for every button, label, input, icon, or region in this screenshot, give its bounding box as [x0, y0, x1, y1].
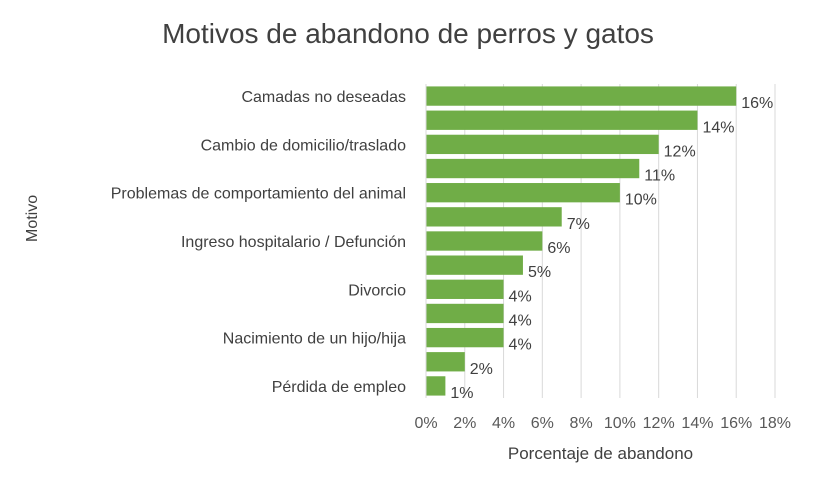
data-label: 6%: [547, 240, 570, 257]
category-label: Ingreso hospitalario / Defunción: [181, 234, 406, 251]
bar: [426, 376, 446, 396]
data-label: 4%: [509, 337, 532, 354]
category-label: Nacimiento de un hijo/hija: [223, 331, 406, 348]
category-label: Pérdida de empleo: [272, 379, 406, 396]
category-label: Cambio de domicilio/traslado: [201, 137, 407, 154]
x-tick-label: 2%: [453, 415, 476, 432]
data-label: 14%: [702, 119, 734, 136]
x-tick-label: 0%: [414, 415, 437, 432]
x-tick-label: 14%: [681, 415, 713, 432]
bar: [426, 207, 562, 227]
data-label: 7%: [567, 216, 590, 233]
bar: [426, 231, 543, 251]
data-label: 10%: [625, 192, 657, 209]
bar: [426, 183, 620, 203]
x-tick-label: 18%: [759, 415, 791, 432]
x-tick-label: 6%: [531, 415, 554, 432]
x-tick-label: 4%: [492, 415, 515, 432]
bar: [426, 279, 504, 299]
data-label: 2%: [470, 361, 493, 378]
data-label: 4%: [509, 313, 532, 330]
bar: [426, 158, 640, 179]
chart-title: Motivos de abandono de perros y gatos: [162, 18, 654, 49]
data-label: 4%: [509, 288, 532, 305]
bar: [426, 327, 504, 348]
bar: [426, 255, 523, 275]
x-tick-label: 10%: [604, 415, 636, 432]
y-axis-label: Motivo: [24, 194, 41, 242]
x-tick-label: 12%: [643, 415, 675, 432]
bar: [426, 134, 659, 155]
data-label: 12%: [664, 143, 696, 160]
bar: [426, 352, 465, 372]
data-label: 5%: [528, 264, 551, 281]
x-axis-label: Porcentaje de abandono: [507, 444, 694, 463]
category-label: Camadas no deseadas: [241, 89, 406, 106]
x-tick-label: 16%: [720, 415, 752, 432]
bar: [426, 110, 698, 130]
category-label: Problemas de comportamiento del animal: [111, 186, 406, 203]
bar: [426, 86, 737, 106]
data-label: 11%: [644, 168, 675, 185]
bar: [426, 303, 504, 324]
data-label: 16%: [741, 95, 773, 112]
category-label: Divorcio: [348, 282, 406, 299]
x-tick-label: 8%: [570, 415, 593, 432]
data-label: 1%: [450, 385, 473, 402]
